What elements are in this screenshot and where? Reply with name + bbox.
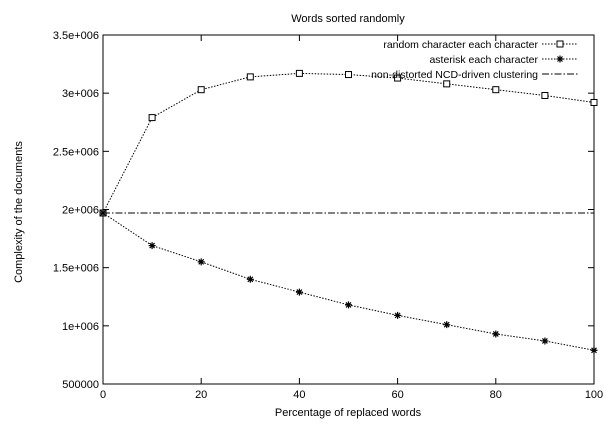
data-point-square — [197, 86, 205, 94]
data-point-star — [197, 258, 205, 266]
plot-frame — [102, 34, 595, 385]
legend-label: non-distorted NCD-driven clustering — [371, 69, 538, 81]
data-point-square — [246, 73, 254, 81]
x-tick-label: 0 — [100, 389, 106, 401]
legend-label: random character each character — [383, 39, 538, 51]
data-point-square — [148, 114, 156, 122]
data-point-star — [590, 346, 598, 354]
y-tick-label: 3e+006 — [62, 88, 99, 100]
data-point-square — [394, 74, 402, 82]
x-tick-label: 20 — [195, 389, 207, 401]
data-point-square — [590, 98, 598, 106]
data-point-star — [345, 301, 352, 309]
data-point-square — [556, 40, 564, 48]
x-tick-label: 100 — [585, 389, 603, 401]
y-tick-label: 3.5e+006 — [53, 30, 99, 42]
y-tick-label: 1.5e+006 — [53, 263, 99, 275]
y-axis-label: Complexity of the documents — [13, 141, 25, 283]
data-point-square — [541, 91, 549, 99]
data-point-square — [443, 80, 451, 88]
series-line — [102, 212, 595, 351]
series-2 — [99, 209, 598, 354]
legend: random character each character asterisk … — [371, 39, 578, 81]
x-tick-label: 60 — [391, 389, 403, 401]
data-point-square — [345, 71, 352, 79]
x-tick-label: 80 — [490, 389, 502, 401]
ticks-layer: 0 20 40 60 80 100 500000 1e+006 1.5e+006 2e+006 2.… — [53, 30, 603, 401]
data-point-star — [541, 337, 549, 345]
x-axis-label: Percentage of replaced words — [275, 407, 422, 419]
series-layer — [99, 69, 598, 354]
data-point-star — [492, 330, 500, 338]
x-tick-label: 40 — [293, 389, 305, 401]
data-point-star — [148, 242, 156, 250]
data-point-star — [556, 55, 564, 63]
data-point-square — [295, 69, 303, 77]
series-1 — [99, 69, 598, 217]
y-tick-label: 2.5e+006 — [53, 146, 99, 158]
data-point-star — [246, 275, 254, 283]
chart-title: Words sorted randomly — [291, 13, 405, 25]
legend-label: asterisk each character — [429, 54, 538, 66]
data-point-square — [492, 86, 500, 94]
series-line — [102, 72, 595, 214]
data-point-star — [295, 288, 303, 296]
y-tick-label: 2e+006 — [62, 205, 99, 217]
y-tick-label: 1e+006 — [62, 321, 99, 333]
data-point-star — [394, 311, 402, 319]
data-point-star — [443, 321, 451, 329]
y-tick-label: 500000 — [62, 379, 99, 391]
